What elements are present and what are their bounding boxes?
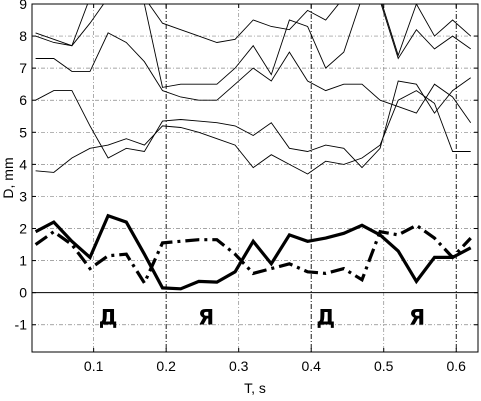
- x-tick-label: 0.1: [84, 358, 104, 374]
- y-tick-label: 9: [19, 0, 27, 12]
- series-line-thin: [35, 4, 471, 57]
- series-line-dashdot: [34, 223, 472, 287]
- phase-annotation: Я: [198, 306, 214, 330]
- y-tick-label: 2: [19, 221, 27, 237]
- series-line-thin: [35, 4, 471, 88]
- y-tick-label: 7: [19, 60, 27, 76]
- x-tick-label: 0.2: [156, 358, 176, 374]
- y-tick-label: 8: [19, 28, 27, 44]
- phase-annotation: Я: [409, 306, 425, 330]
- y-tick-label: 5: [19, 124, 27, 140]
- phase-annotation: Д: [99, 306, 118, 330]
- y-tick-label: -1: [15, 317, 28, 333]
- y-axis-label: D, mm: [0, 157, 16, 198]
- x-tick-label: 0.5: [374, 358, 394, 374]
- y-tick-label: 0: [19, 285, 27, 301]
- series-group: [34, 4, 472, 291]
- plot-frame: [31, 3, 479, 353]
- phase-annotation: Д: [316, 306, 335, 330]
- ticks: -1 0 1 2 3 4 5 6 7 8 9 0.1 0.2 0.3 0.4 0.5 0.6: [15, 0, 478, 374]
- x-tick-label: 0.3: [229, 358, 249, 374]
- series-line-thin: [35, 32, 472, 123]
- y-tick-label: 6: [19, 92, 27, 108]
- y-tick-label: 1: [19, 253, 27, 269]
- y-tick-label: 4: [19, 156, 27, 172]
- y-tick-label: 3: [19, 188, 27, 204]
- reference-lines: [32, 4, 478, 352]
- series-line-thin: [35, 90, 471, 175]
- series-line-thin: [35, 77, 471, 169]
- x-tick-label: 0.4: [301, 358, 321, 374]
- x-tick-label: 0.6: [447, 358, 467, 374]
- x-axis-label: T, s: [244, 380, 266, 396]
- series-line-solid: [34, 213, 472, 291]
- grid: [32, 3, 478, 352]
